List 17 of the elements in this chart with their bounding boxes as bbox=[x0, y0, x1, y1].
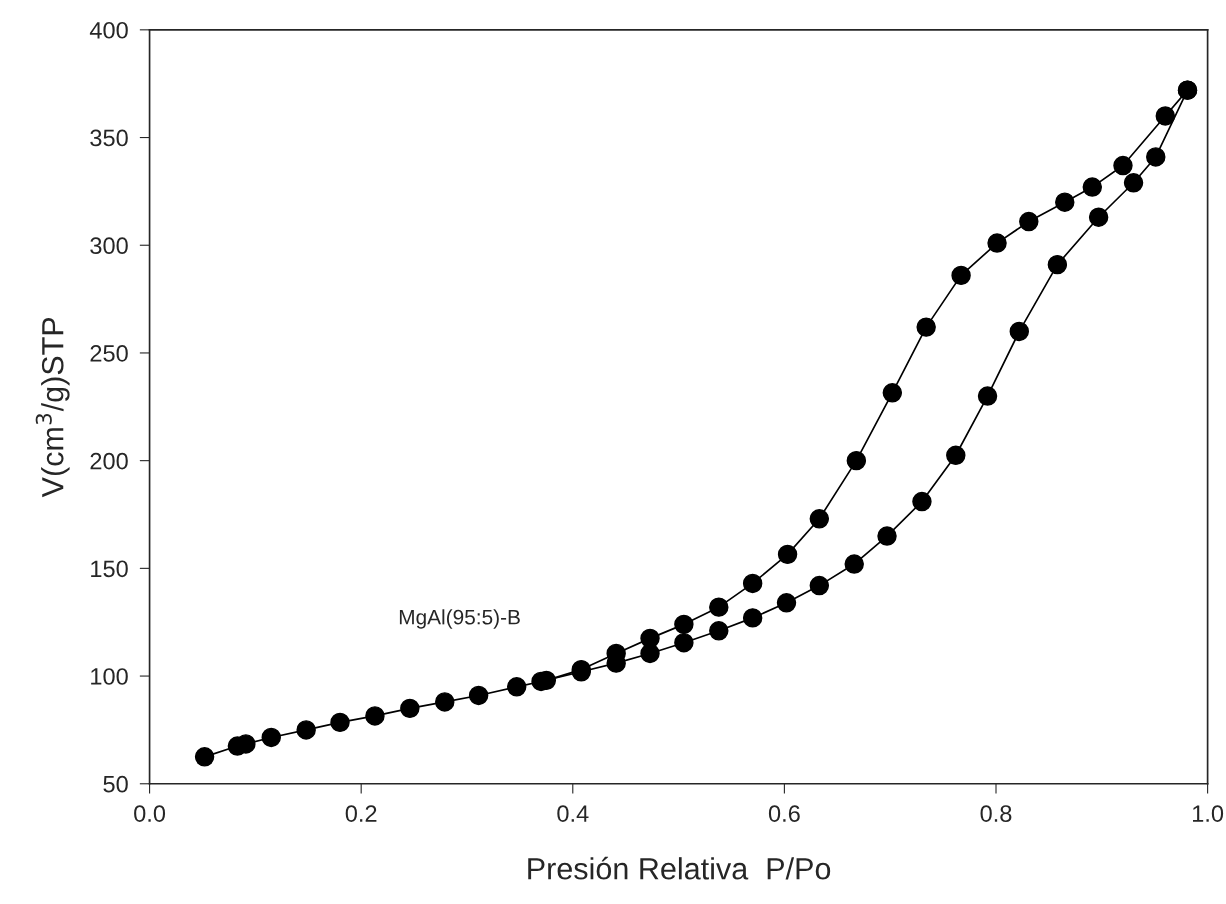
y-tick-label: 400 bbox=[89, 21, 128, 39]
x-tick-label: 1.0 bbox=[1193, 805, 1224, 822]
y-tick-label: 100 bbox=[91, 668, 128, 685]
y-tick-label: 50 bbox=[103, 775, 128, 793]
x-axis-title: Presión Relativa P/Po bbox=[528, 856, 831, 880]
y-tick-label: 250 bbox=[90, 345, 128, 362]
x-tick-label: 0.6 bbox=[768, 805, 800, 822]
x-tick-label: 0.2 bbox=[345, 805, 377, 822]
y-tick-label: 300 bbox=[90, 237, 128, 255]
y-tick-label: 150 bbox=[91, 560, 128, 578]
y-tick-label: 200 bbox=[90, 452, 128, 470]
annotation: MgAl(95:5)-B bbox=[399, 609, 520, 629]
y-axis-title: V(cm$^{3}$/g)STP bbox=[35, 317, 70, 498]
x-tick-label: 0.4 bbox=[557, 805, 589, 822]
x-tick-label: 0.0 bbox=[134, 805, 166, 822]
y-tick-label: 350 bbox=[90, 129, 128, 147]
x-tick-label: 0.8 bbox=[980, 805, 1012, 822]
